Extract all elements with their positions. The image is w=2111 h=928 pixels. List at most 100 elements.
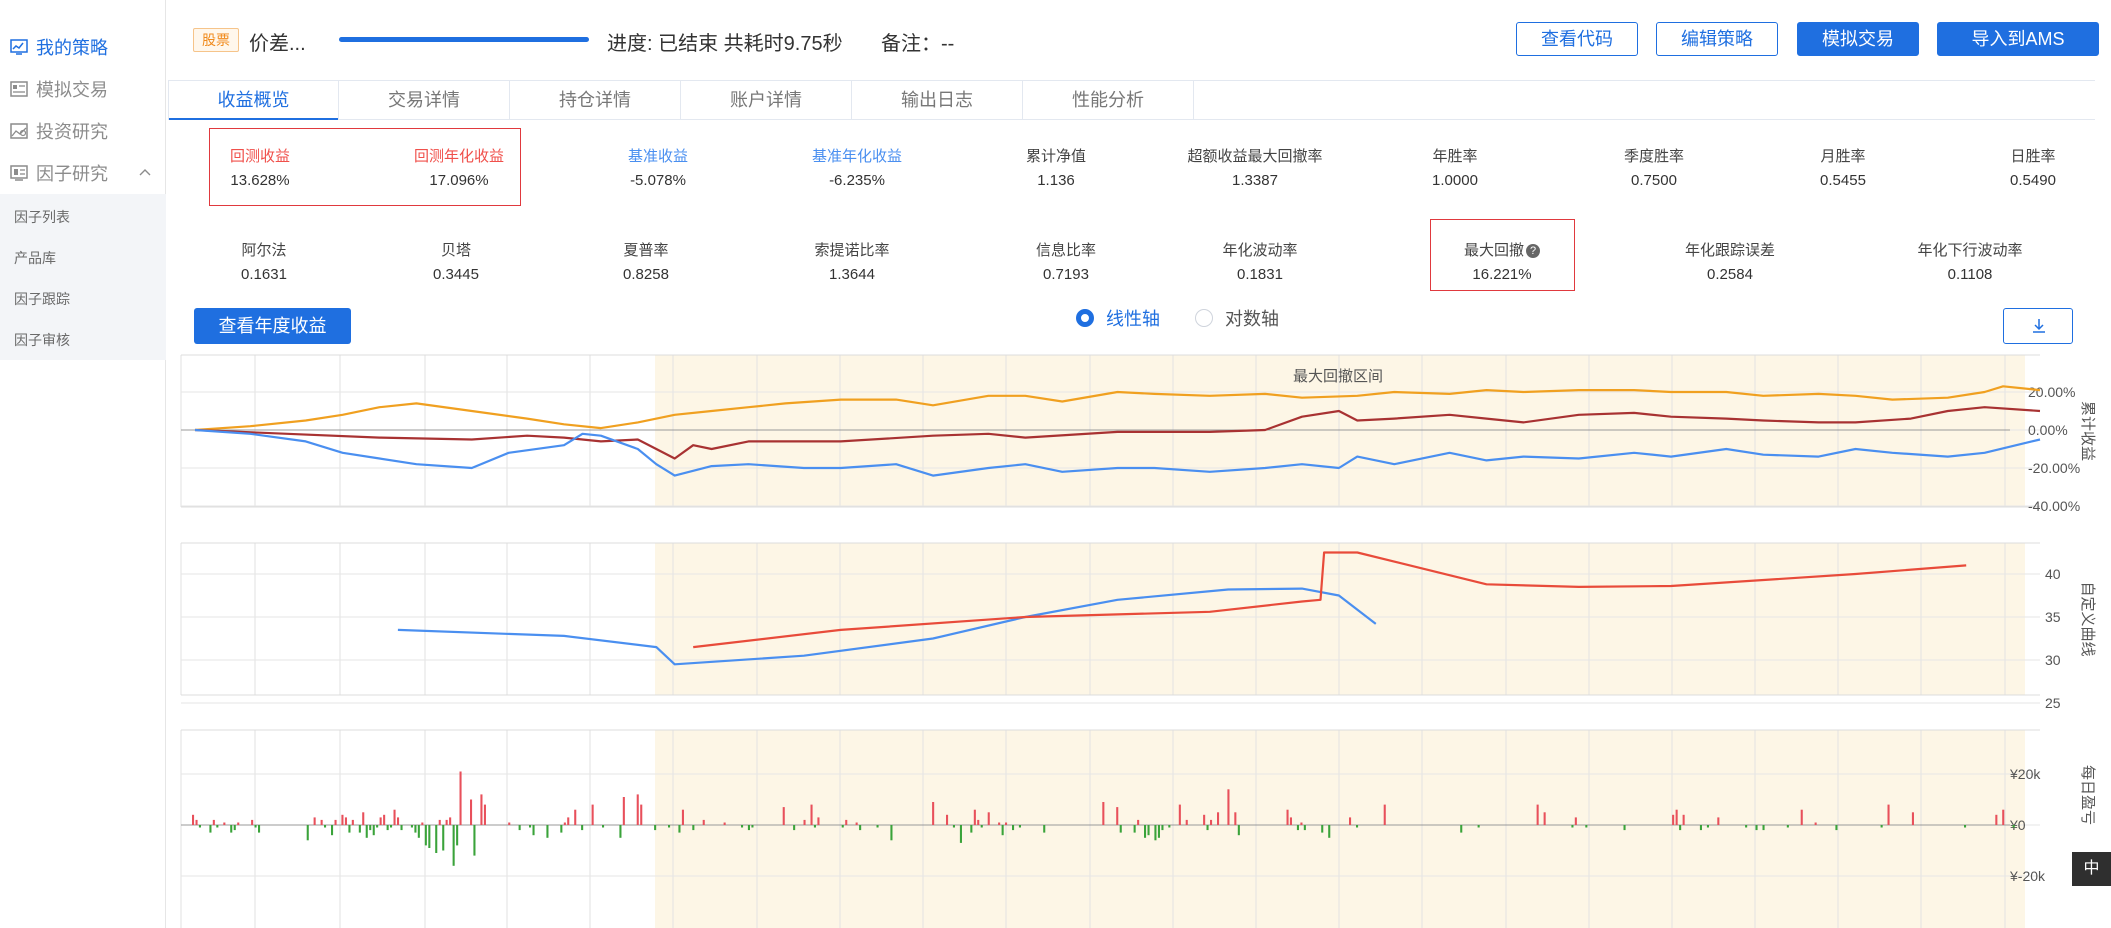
y-tick-label: 0.00%	[2028, 422, 2068, 438]
submenu-product-library[interactable]: 产品库	[14, 250, 56, 266]
paper-trade-button[interactable]: 模拟交易	[1797, 22, 1919, 56]
pnl-bar	[1814, 822, 1817, 825]
pnl-bar	[1623, 825, 1626, 831]
pnl-bar	[2002, 809, 2005, 825]
tab-return-overview[interactable]: 收益概览	[168, 81, 339, 120]
metric-excess-drawdown: 超额收益最大回撤率 1.3387	[1187, 148, 1323, 189]
tab-account-details[interactable]: 账户详情	[681, 81, 852, 119]
tab-output-log[interactable]: 输出日志	[852, 81, 1023, 119]
tab-trade-details[interactable]: 交易详情	[339, 81, 510, 119]
pnl-bar	[483, 804, 486, 825]
download-button[interactable]	[2003, 308, 2073, 344]
metric-max-drawdown: 最大回撤? 16.221%	[1422, 239, 1582, 283]
nav-paper-trading[interactable]: 模拟交易	[0, 69, 166, 109]
ime-badge[interactable]: 中	[2072, 852, 2111, 886]
pnl-bar	[254, 825, 257, 828]
pnl-bar	[459, 771, 462, 825]
nav-label: 模拟交易	[36, 80, 108, 100]
pnl-bar	[636, 794, 639, 825]
pnl-bar	[390, 825, 393, 828]
submenu-factor-tracking[interactable]: 因子跟踪	[14, 291, 70, 307]
return-highlight-box	[209, 128, 521, 206]
view-code-button[interactable]: 查看代码	[1516, 22, 1638, 56]
pnl-bar	[678, 825, 681, 833]
pnl-bar	[1203, 814, 1206, 825]
pnl-bar	[619, 825, 622, 838]
pnl-bar	[341, 814, 344, 825]
tab-position-details[interactable]: 持仓详情	[510, 81, 681, 119]
pnl-bar	[1043, 825, 1046, 833]
nav-research[interactable]: 投资研究	[0, 111, 166, 151]
pnl-bar	[810, 804, 813, 825]
log-axis-radio[interactable]: 对数轴	[1195, 306, 1279, 330]
chevron-up-icon[interactable]	[138, 165, 152, 179]
pnl-bar	[331, 825, 334, 836]
pnl-bar	[223, 822, 226, 825]
note-text: 备注：--	[881, 33, 955, 55]
pnl-bar	[1574, 817, 1577, 825]
strategy-name[interactable]: 价差...	[249, 33, 306, 55]
submenu-factor-review[interactable]: 因子审核	[14, 332, 70, 348]
pnl-bar	[532, 825, 535, 836]
pnl-bar	[987, 812, 990, 826]
pnl-bar	[1964, 825, 1967, 828]
pnl-bar	[1237, 825, 1240, 836]
tab-performance[interactable]: 性能分析	[1023, 81, 1194, 119]
y-tick-label: -40.00%	[2028, 498, 2080, 514]
pnl-bar	[1477, 825, 1480, 828]
import-ams-button[interactable]: 导入到AMS	[1937, 22, 2099, 56]
pnl-bar	[376, 825, 379, 828]
pnl-bar	[1289, 817, 1292, 825]
linear-axis-radio[interactable]: 线性轴	[1076, 306, 1160, 330]
pnl-bar	[741, 825, 744, 828]
pnl-bar	[817, 817, 820, 825]
pnl-bar	[668, 825, 671, 828]
metric-beta: 贝塔 0.3445	[433, 242, 479, 283]
edit-strategy-button[interactable]: 编辑策略	[1656, 22, 1778, 56]
radio-dot	[1076, 309, 1094, 327]
metric-quarter-win-rate: 季度胜率 0.7500	[1623, 148, 1684, 189]
drawdown-highlight-box	[1430, 219, 1575, 291]
pnl-bar	[372, 825, 375, 836]
pnl-bar	[2012, 825, 2015, 828]
tab-bar: 收益概览 交易详情 持仓详情 账户详情 输出日志 性能分析	[168, 80, 2095, 120]
pnl-bar	[518, 825, 521, 831]
series-line-blue	[194, 428, 2041, 477]
pnl-bar	[1706, 825, 1709, 828]
pnl-bar	[1383, 804, 1386, 825]
pnl-bar	[313, 817, 316, 825]
pnl-bar	[622, 797, 625, 825]
pnl-bar	[1800, 809, 1803, 825]
pnl-bar	[751, 825, 754, 828]
pnl-bar	[508, 822, 511, 825]
metric-sharpe: 夏普率 0.8258	[623, 242, 669, 283]
factor-board-icon	[10, 165, 28, 181]
pnl-bar	[480, 794, 483, 825]
pnl-bar	[859, 825, 862, 831]
pnl-bar	[334, 819, 337, 825]
pnl-bar	[1137, 819, 1140, 825]
pnl-bar	[1699, 825, 1702, 831]
view-annual-return-button[interactable]: 查看年度收益	[194, 308, 351, 344]
pnl-bar	[946, 814, 949, 825]
pnl-bar	[393, 809, 396, 825]
pnl-bar	[362, 812, 365, 826]
pnl-bar	[438, 819, 441, 825]
nav-factor-research[interactable]: 因子研究	[0, 153, 166, 193]
submenu-factor-list[interactable]: 因子列表	[14, 209, 70, 225]
pnl-bar	[386, 825, 389, 831]
pnl-bar	[855, 822, 858, 825]
pnl-bar	[410, 825, 413, 828]
pnl-bar	[1206, 825, 1209, 831]
metric-backtest-return: 回测收益 13.628%	[229, 148, 290, 189]
nav-my-strategy[interactable]: 我的策略	[0, 27, 166, 67]
help-icon[interactable]: ?	[1526, 244, 1540, 258]
pnl-bar	[421, 822, 424, 825]
y-tick-label: ¥20k	[2009, 766, 2041, 782]
pnl-bar	[1210, 819, 1213, 825]
pnl-bar	[560, 825, 563, 833]
pnl-bar	[383, 814, 386, 825]
pnl-bar	[428, 825, 431, 848]
image-chart-icon	[10, 123, 28, 139]
progress-fill	[339, 37, 589, 42]
